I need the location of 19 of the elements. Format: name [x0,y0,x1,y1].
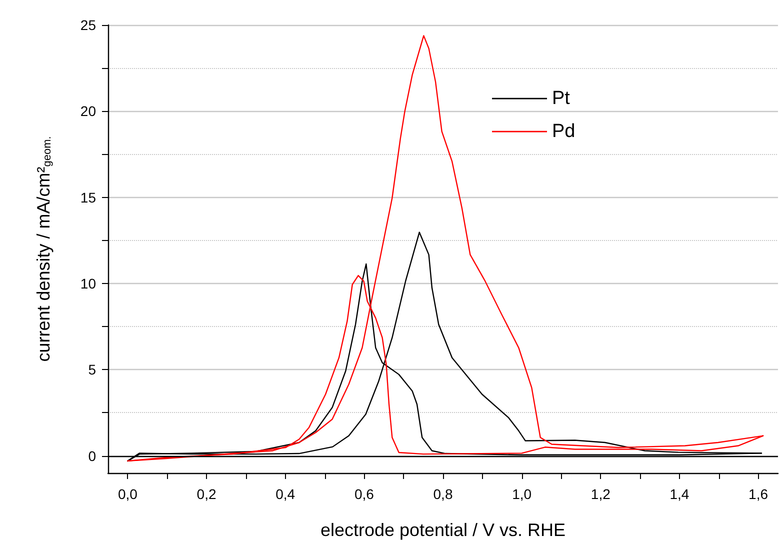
y-tick-label: 10 [80,275,96,292]
x-tick-label: 0,6 [354,486,374,502]
y-tick-label: 20 [80,103,96,120]
x-tick-label: 0,2 [196,486,216,502]
x-tick-label: 1,2 [590,486,611,502]
y-axis-title: current density / mA/cm²geom. [34,136,54,362]
legend-label: Pd [552,121,576,142]
x-tick-label: 0,4 [276,486,296,502]
x-tick-label: 0,8 [433,486,453,502]
x-tick-label: 1,0 [512,486,532,502]
legend-label: Pt [552,88,571,109]
y-tick-label: 15 [80,189,96,206]
x-axis-title: electrode potential / V vs. RHE [320,520,566,540]
y-tick-label: 25 [80,17,96,33]
y-tick-label: 0 [88,448,96,464]
x-tick-label: 0,0 [118,486,138,502]
x-tick-label: 1,6 [748,486,768,502]
x-tick-label: 1,4 [670,486,690,502]
y-tick-label: 5 [88,362,96,378]
